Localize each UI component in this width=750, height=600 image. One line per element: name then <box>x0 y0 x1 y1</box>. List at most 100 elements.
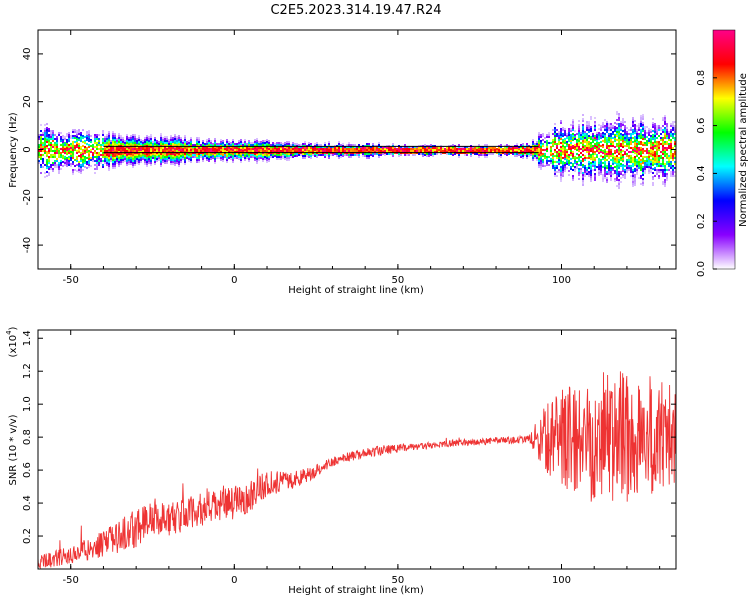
heatmap-cell <box>54 148 56 150</box>
heatmap-cell <box>618 127 620 129</box>
heatmap-cell <box>60 154 62 156</box>
heatmap-cell <box>664 143 666 145</box>
heatmap-cell <box>358 156 360 158</box>
heatmap-cell <box>108 159 110 161</box>
heatmap-cell <box>624 135 626 137</box>
heatmap-cell <box>640 159 642 161</box>
heatmap-cell <box>580 172 582 174</box>
heatmap-cell <box>232 161 234 163</box>
heatmap-cell <box>600 133 602 135</box>
heatmap-cell <box>556 153 558 155</box>
heatmap-cell <box>546 140 548 142</box>
heatmap-cell <box>602 132 604 134</box>
heatmap-cell <box>272 148 274 150</box>
heatmap-cell <box>420 149 422 151</box>
heatmap-cell <box>84 156 86 158</box>
heatmap-cell <box>636 165 638 167</box>
heatmap-cell <box>260 149 262 151</box>
heatmap-cell <box>128 137 130 139</box>
heatmap-cell <box>642 134 644 136</box>
heatmap-cell <box>194 144 196 146</box>
heatmap-cell <box>514 151 516 153</box>
heatmap-cell <box>498 155 500 157</box>
heatmap-cell <box>222 160 224 162</box>
heatmap-cell <box>578 148 580 150</box>
heatmap-cell <box>166 154 168 156</box>
heatmap-cell <box>526 155 528 157</box>
heatmap-cell <box>86 157 88 159</box>
heatmap-cell <box>632 121 634 123</box>
heatmap-cell <box>288 151 290 153</box>
heatmap-cell <box>660 139 662 141</box>
heatmap-cell <box>140 147 142 149</box>
heatmap-cell <box>392 147 394 149</box>
heatmap-cell <box>510 148 512 150</box>
heatmap-cell <box>42 142 44 144</box>
heatmap-cell <box>266 141 268 143</box>
heatmap-cell <box>48 138 50 140</box>
heatmap-cell <box>352 146 354 148</box>
heatmap-cell <box>562 127 564 129</box>
heatmap-cell <box>632 157 634 159</box>
heatmap-cell <box>570 140 572 142</box>
heatmap-cell <box>422 149 424 151</box>
heatmap-cell <box>592 161 594 163</box>
heatmap-cell <box>100 150 102 152</box>
heatmap-cell <box>106 154 108 156</box>
heatmap-cell <box>204 157 206 159</box>
heatmap-cell <box>642 138 644 140</box>
heatmap-cell <box>612 161 614 163</box>
heatmap-cell <box>550 160 552 162</box>
heatmap-cell <box>306 155 308 157</box>
heatmap-cell <box>652 152 654 154</box>
heatmap-cell <box>242 156 244 158</box>
heatmap-cell <box>258 151 260 153</box>
heatmap-cell <box>536 151 538 153</box>
heatmap-cell <box>174 154 176 156</box>
heatmap-cell <box>632 183 634 185</box>
heatmap-cell <box>552 153 554 155</box>
heatmap-cell <box>634 162 636 164</box>
heatmap-cell <box>392 153 394 155</box>
heatmap-cell <box>450 149 452 151</box>
heatmap-cell <box>636 149 638 151</box>
heatmap-cell <box>640 161 642 163</box>
heatmap-cell <box>136 154 138 156</box>
heatmap-cell <box>574 168 576 170</box>
heatmap-cell <box>136 162 138 164</box>
colorbar-tick-label: 0.2 <box>696 213 707 229</box>
heatmap-cell <box>594 121 596 123</box>
heatmap-cell <box>620 127 622 129</box>
heatmap-cell <box>74 145 76 147</box>
heatmap-cell <box>564 158 566 160</box>
heatmap-cell <box>588 127 590 129</box>
heatmap-cell <box>642 170 644 172</box>
heatmap-cell <box>634 138 636 140</box>
heatmap-cell <box>608 161 610 163</box>
heatmap-cell <box>216 155 218 157</box>
heatmap-cell <box>142 156 144 158</box>
heatmap-cell <box>118 137 120 139</box>
heatmap-cell <box>670 129 672 131</box>
heatmap-cell <box>72 157 74 159</box>
heatmap-cell <box>168 139 170 141</box>
heatmap-cell <box>582 154 584 156</box>
heatmap-cell <box>666 175 668 177</box>
heatmap-cell <box>140 149 142 151</box>
heatmap-cell <box>626 143 628 145</box>
heatmap-cell <box>48 150 50 152</box>
heatmap-cell <box>652 126 654 128</box>
heatmap-cell <box>570 152 572 154</box>
heatmap-cell <box>338 149 340 151</box>
heatmap-cell <box>110 140 112 142</box>
heatmap-cell <box>654 133 656 135</box>
heatmap-cell <box>338 141 340 143</box>
heatmap-cell <box>394 150 396 152</box>
heatmap-cell <box>658 159 660 161</box>
heatmap-cell <box>574 148 576 150</box>
heatmap-cell <box>442 150 444 152</box>
heatmap-cell <box>436 151 438 153</box>
heatmap-cell <box>278 146 280 148</box>
heatmap-cell <box>620 155 622 157</box>
heatmap-cell <box>552 163 554 165</box>
